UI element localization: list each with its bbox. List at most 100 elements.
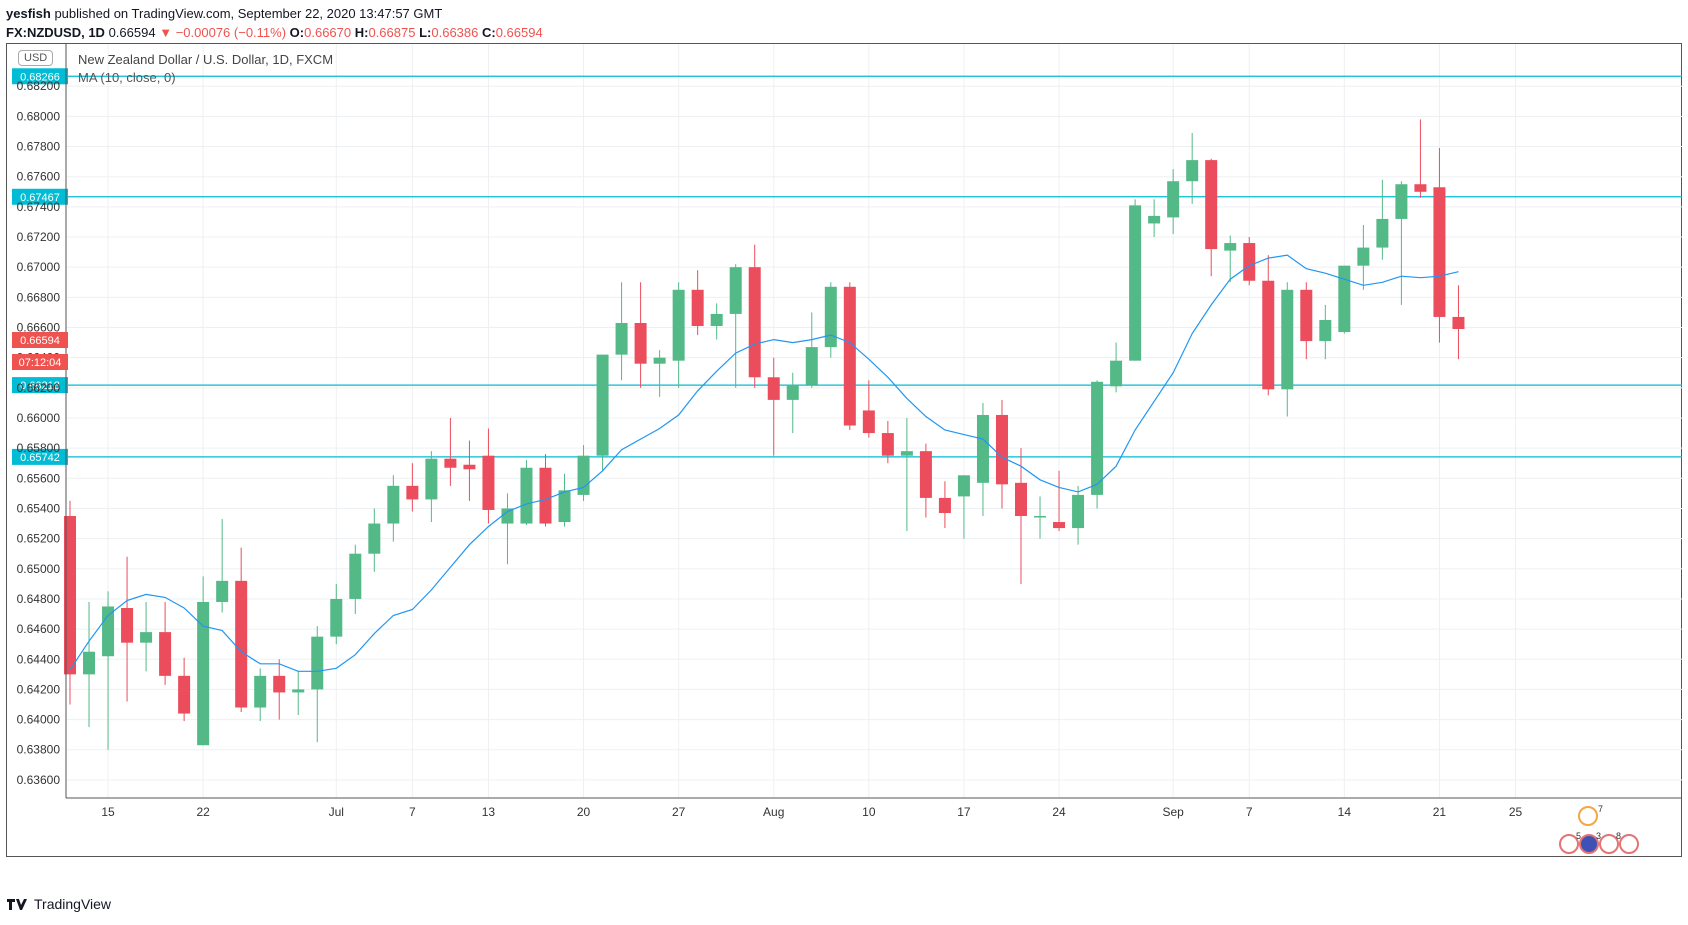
candle-body [273,675,286,693]
candle-body [805,347,818,385]
candle-body [387,485,400,524]
y-tick-label: 0.67600 [17,170,61,184]
candle-body [444,458,457,468]
current-price-text: 0.66594 [20,335,60,347]
candle-body [482,455,495,510]
symbol-label: FX:NZDUSD, 1D [6,25,105,40]
x-tick-label: 14 [1338,805,1352,819]
countdown-badge [12,354,68,370]
x-tick-label: 21 [1433,805,1447,819]
candle-body [539,467,552,524]
candle-body [64,516,76,675]
candle-body [634,322,647,364]
y-tick-label: 0.65600 [17,471,61,485]
horizontal-levels: 0.68266 0.67467 0.66218 0.65742 [12,68,1682,465]
x-tick-label: 25 [1509,805,1523,819]
candle-body [1053,522,1066,529]
chart-title: New Zealand Dollar / U.S. Dollar, 1D, FX… [78,52,334,67]
x-tick-label: 22 [196,805,210,819]
candle-body [1110,360,1123,387]
footer-brand[interactable]: TradingView [34,896,112,912]
candle-body [1319,319,1332,342]
svg-text:3: 3 [1596,831,1601,841]
svg-text:8: 8 [1616,831,1621,841]
candle-body [1452,316,1465,330]
candle-body [1395,184,1408,219]
candle-body [1205,160,1218,250]
last-price: 0.66594 [108,25,156,40]
x-tick-label: Aug [763,805,784,819]
candle-body [235,580,248,708]
x-tick-label: 15 [101,805,115,819]
candle-body [862,410,875,434]
candle-body [653,357,666,364]
candle-body [710,313,723,326]
candle-body [102,606,115,657]
open-value: 0.66670 [304,25,352,40]
candle-body [197,601,210,746]
y-tick-label: 0.66600 [17,321,61,335]
x-tick-label: 7 [409,805,416,819]
close-label: C: [482,25,496,40]
svg-text:5: 5 [1576,831,1581,841]
y-tick-label: 0.68200 [17,79,61,93]
level-badge [12,188,68,205]
candle-body [1072,494,1085,529]
tradingview-logo-icon [7,899,27,910]
current-price-badge [12,332,68,348]
candle-body [786,384,799,400]
candle-body [691,289,704,326]
open-label: O: [289,25,305,40]
candle-body [159,632,172,676]
candle-body [1281,289,1294,390]
y-tick-label: 0.67400 [17,200,61,214]
published-text: published on TradingView.com, September … [54,6,443,21]
event-flags-icon: 7 5 3 8 [1559,804,1639,854]
chart-header: yesfish published on TradingView.com, Se… [6,4,543,42]
y-tick-label: 0.66000 [17,411,61,425]
x-tick-label: Jul [329,805,344,819]
y-tick-label: 0.68000 [17,109,61,123]
chart-frame[interactable] [6,43,1682,857]
candle-body [995,414,1008,485]
candle-body [615,322,628,355]
level-badge [12,377,68,394]
candle-body [520,467,533,524]
candle-body [748,267,761,378]
level-badge [12,448,68,465]
candle-body [976,414,989,483]
candle-body [938,497,951,513]
y-tick-label: 0.65200 [17,532,61,546]
level-badge [12,68,68,85]
candle-body [1129,205,1142,361]
currency-badge[interactable]: USD [18,50,54,66]
candle-body [1433,187,1446,317]
level-label: 0.66218 [20,380,60,392]
x-tick-label: 7 [1246,805,1253,819]
candle-body [1300,289,1313,342]
close-value: 0.66594 [495,25,543,40]
indicator-label[interactable]: MA (10, close, 0) [78,70,176,85]
y-tick-label: 0.67800 [17,140,61,154]
x-axis: 15 22 Jul 7 13 20 27 Aug 10 17 24 Sep 7 14 21 25 [66,797,1682,819]
candle-body [1224,243,1237,251]
svg-text:7: 7 [1598,804,1603,814]
y-tick-label: 0.64000 [17,713,61,727]
y-tick-label: 0.64800 [17,592,61,606]
publisher-name[interactable]: yesfish [6,6,51,21]
candle-body [425,458,438,500]
candle-body [672,289,685,361]
y-axis: 0.68200 0.68000 0.67800 0.67600 0.67400 0.672… [17,44,67,798]
x-tick-label: 24 [1052,805,1066,819]
candle-body [368,523,381,554]
candle-body [558,490,571,523]
candle-body [1376,218,1389,248]
candle-body [900,451,913,456]
candles [64,119,1465,750]
y-tick-label: 0.65400 [17,501,61,515]
candle-body [1243,243,1256,281]
x-tick-label: 13 [482,805,496,819]
candle-body [406,485,419,500]
candle-body [919,451,932,498]
